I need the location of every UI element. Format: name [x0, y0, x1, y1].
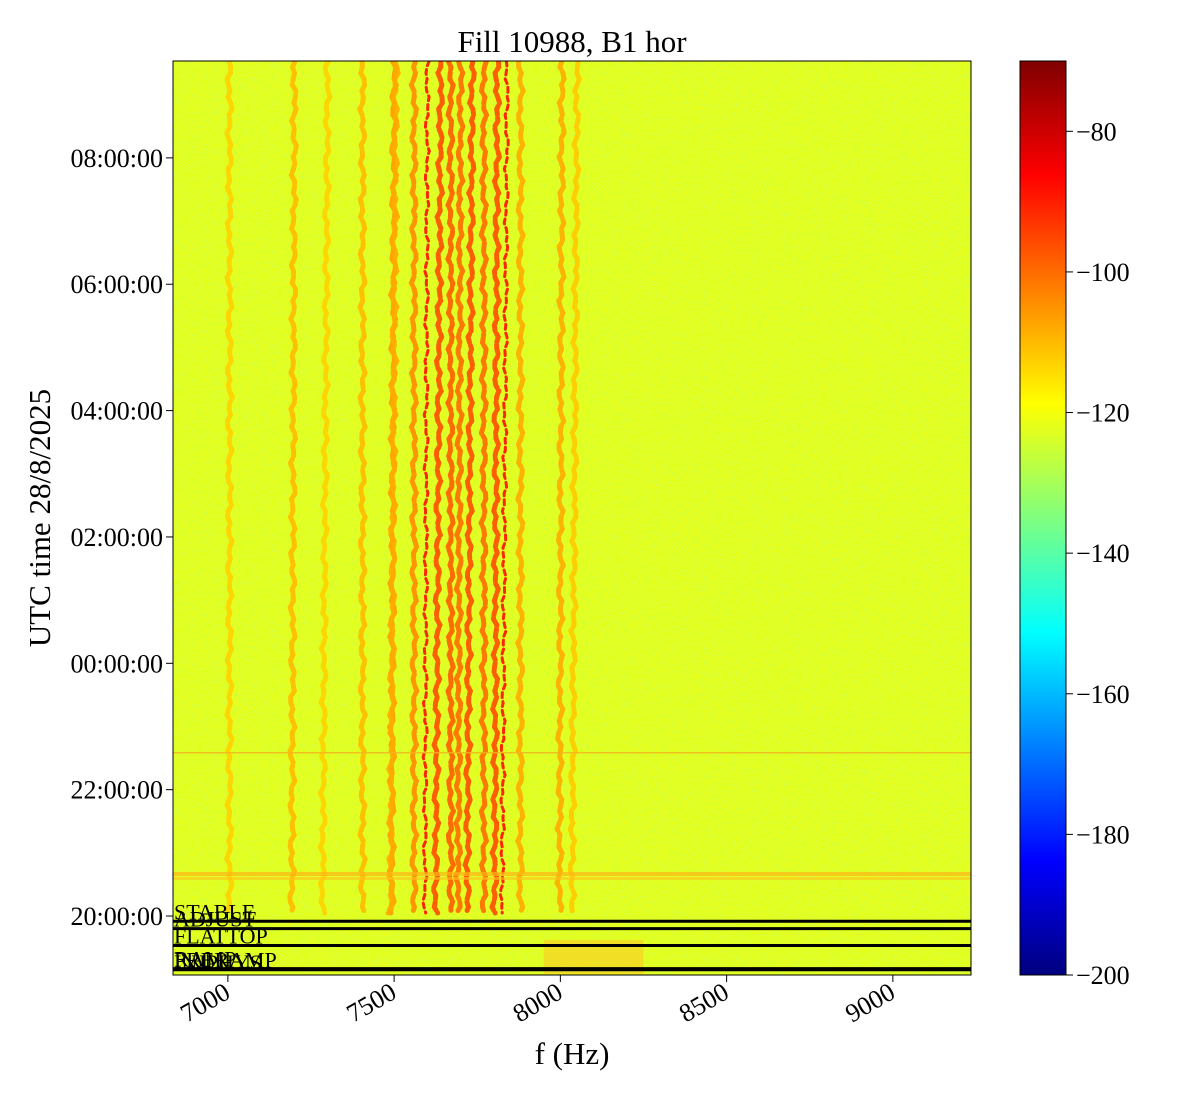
- chart-title: Fill 10988, B1 hor: [457, 24, 687, 59]
- spectral-line: [317, 61, 333, 916]
- x-axis-ticks: 7000 7500 8000 8500 9000: [175, 975, 900, 1028]
- y-tick-label: 00:00:00: [71, 649, 163, 678]
- horizontal-band: [173, 872, 971, 876]
- spectral-line: [498, 61, 511, 915]
- spectral-line: [567, 61, 582, 916]
- colorbar-tick-label: −80: [1076, 117, 1117, 146]
- colorbar-tick-label: −180: [1076, 820, 1130, 849]
- colorbar-ticks: −80 −100 −120 −140 −160 −180 −200: [1066, 117, 1130, 990]
- spectral-line: [287, 61, 299, 916]
- x-tick-label: 7000: [175, 977, 235, 1028]
- y-tick-label: 06:00:00: [71, 270, 163, 299]
- horizontal-band: [173, 752, 971, 754]
- phase-marker-label: PRERAMP: [174, 948, 277, 973]
- colorbar-tick-label: −120: [1076, 399, 1130, 428]
- plot-frame: [172, 60, 972, 976]
- x-tick-label: 9000: [840, 977, 900, 1028]
- y-tick-label: 08:00:00: [71, 144, 163, 173]
- spectral-line: [224, 61, 236, 916]
- spectral-line: [452, 61, 466, 916]
- spectral-lines: [224, 61, 582, 916]
- spectral-line: [445, 61, 457, 916]
- spectral-line: [489, 61, 503, 916]
- y-tick-label: 02:00:00: [71, 523, 163, 552]
- spectral-line: [514, 61, 527, 916]
- colorbar: [1019, 60, 1067, 976]
- spectral-line: [478, 61, 490, 916]
- phase-marker-label: ADJUST: [174, 907, 256, 932]
- spectral-line: [408, 61, 420, 916]
- colorbar-tick-label: −100: [1076, 258, 1130, 287]
- phase-marker-label: INJPHYS: [174, 950, 262, 975]
- phase-marker-label: RAMP: [174, 947, 236, 972]
- colorbar-tick-label: −200: [1076, 961, 1130, 990]
- y-tick-label: 20:00:00: [71, 902, 163, 931]
- phase-marker-label: FLATTOP: [174, 924, 268, 949]
- spectral-line: [421, 61, 431, 915]
- colorbar-tick-label: −160: [1076, 680, 1130, 709]
- y-axis-label: UTC time 28/8/2025: [22, 389, 57, 647]
- spectral-line: [356, 61, 369, 916]
- y-tick-label: 04:00:00: [71, 397, 163, 426]
- y-axis-ticks: 08:00:00 06:00:00 04:00:00 02:00:00 00:00:00…: [71, 144, 173, 931]
- x-tick-label: 8000: [508, 977, 568, 1028]
- spectral-line: [462, 61, 477, 916]
- y-tick-label: 22:00:00: [71, 776, 163, 805]
- x-tick-label: 7500: [342, 977, 402, 1028]
- spectral-line: [385, 61, 401, 916]
- horizontal-band: [173, 877, 971, 880]
- colorbar-tick-label: −140: [1076, 539, 1130, 568]
- phase-marker-label: STABLE: [174, 899, 255, 924]
- spectral-line: [554, 61, 567, 916]
- spectral-line: [430, 61, 446, 916]
- x-axis-label: f (Hz): [535, 1036, 610, 1071]
- x-tick-label: 8500: [674, 977, 734, 1028]
